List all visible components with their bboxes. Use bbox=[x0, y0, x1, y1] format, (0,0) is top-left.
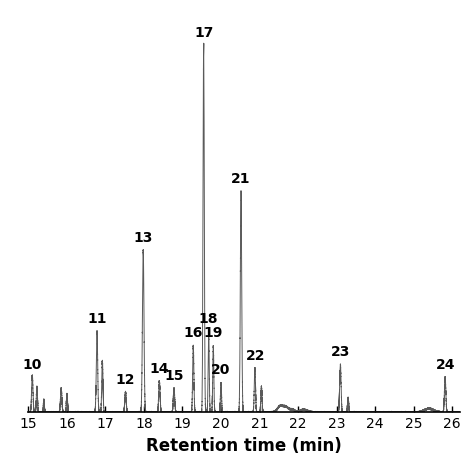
Text: 16: 16 bbox=[183, 327, 203, 340]
Text: 20: 20 bbox=[211, 364, 231, 377]
Text: 10: 10 bbox=[23, 358, 42, 372]
Text: 23: 23 bbox=[331, 345, 350, 359]
Text: 21: 21 bbox=[231, 172, 251, 186]
Text: 14: 14 bbox=[150, 362, 169, 375]
Text: 12: 12 bbox=[116, 374, 135, 387]
Text: 24: 24 bbox=[436, 358, 455, 372]
Text: 13: 13 bbox=[134, 231, 153, 245]
Text: 22: 22 bbox=[246, 348, 265, 363]
Text: 15: 15 bbox=[164, 369, 184, 383]
Text: 19: 19 bbox=[204, 327, 223, 340]
Text: 17: 17 bbox=[194, 26, 213, 40]
X-axis label: Retention time (min): Retention time (min) bbox=[146, 437, 342, 455]
Text: 18: 18 bbox=[199, 312, 219, 326]
Text: 11: 11 bbox=[87, 312, 107, 326]
